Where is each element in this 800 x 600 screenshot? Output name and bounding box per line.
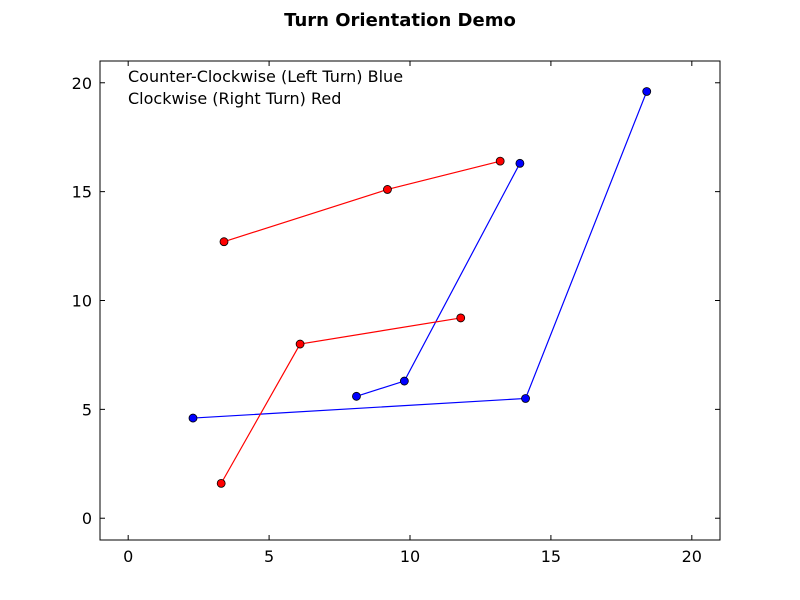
series-layer [188,87,652,488]
data-point-red-turn-1-0 [219,237,229,247]
y-tick-label: 5 [82,400,92,419]
chart-title: Turn Orientation Demo [284,10,516,31]
series-blue-turn-1 [352,158,525,401]
x-tick-label: 0 [123,547,133,566]
series-line-red-turn-1 [223,160,501,243]
data-point-red-turn-1-2 [495,156,505,166]
data-point-red-turn-1-1 [383,185,392,194]
annotation-cw: Clockwise (Right Turn) Red [128,89,341,108]
series-blue-turn-2 [188,87,652,423]
annotation-ccw: Counter-Clockwise (Left Turn) Blue [128,67,403,86]
x-tick-label: 10 [400,547,420,566]
y-tick-label: 0 [82,509,92,528]
x-tick-label: 20 [682,547,702,566]
series-red-turn-2 [216,313,466,488]
data-point-blue-turn-2-1 [521,394,530,403]
data-point-red-turn-2-2 [456,313,466,323]
series-line-blue-turn-2 [192,91,648,419]
data-point-blue-turn-2-2 [642,87,652,96]
tick-layer: 0 5 10 15 20 0 5 10 15 20 [72,61,720,566]
series-line-blue-turn-1 [356,163,521,397]
data-point-blue-turn-1-0 [352,391,361,401]
x-tick-label: 5 [264,547,274,566]
plot-frame [99,60,721,541]
y-tick-label: 20 [72,74,92,93]
x-tick-label: 15 [541,547,561,566]
y-tick-label: 15 [72,183,92,202]
data-point-blue-turn-1-2 [515,158,525,168]
data-point-blue-turn-2-0 [188,413,198,423]
data-point-blue-turn-1-1 [399,376,409,386]
series-red-turn-1 [219,156,505,247]
data-point-red-turn-2-1 [295,339,305,349]
y-tick-label: 10 [72,292,92,311]
data-point-red-turn-2-0 [216,478,226,488]
